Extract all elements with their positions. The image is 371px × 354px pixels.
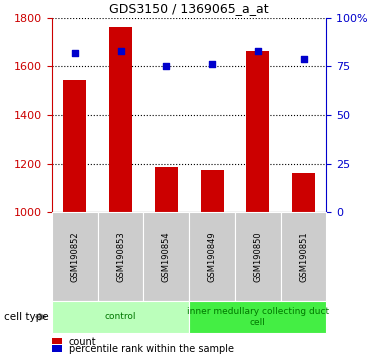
- Bar: [109, 27, 132, 212]
- Text: GSM190852: GSM190852: [70, 231, 79, 282]
- Text: inner medullary collecting duct
cell: inner medullary collecting duct cell: [187, 307, 329, 326]
- Text: GSM190850: GSM190850: [253, 231, 262, 282]
- Text: GSM190849: GSM190849: [208, 231, 217, 282]
- Bar: [155, 167, 178, 212]
- Bar: [63, 80, 86, 212]
- Point: [72, 50, 78, 56]
- Text: cell type: cell type: [4, 312, 48, 322]
- Point: [301, 56, 306, 62]
- Point: [209, 62, 215, 67]
- Point: [255, 48, 261, 53]
- Bar: [201, 170, 223, 212]
- Bar: [246, 51, 269, 212]
- Text: GSM190853: GSM190853: [116, 231, 125, 282]
- Point: [118, 48, 124, 53]
- Text: count: count: [69, 337, 96, 347]
- Text: control: control: [105, 312, 136, 321]
- Point: [163, 64, 169, 69]
- Text: GSM190851: GSM190851: [299, 231, 308, 282]
- Text: percentile rank within the sample: percentile rank within the sample: [69, 344, 234, 354]
- Text: GSM190854: GSM190854: [162, 231, 171, 282]
- Title: GDS3150 / 1369065_a_at: GDS3150 / 1369065_a_at: [109, 2, 269, 15]
- Bar: [292, 173, 315, 212]
